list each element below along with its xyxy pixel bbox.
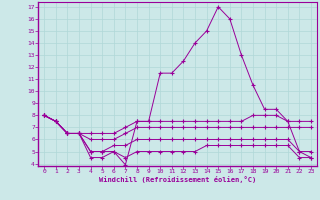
X-axis label: Windchill (Refroidissement éolien,°C): Windchill (Refroidissement éolien,°C) [99, 176, 256, 183]
